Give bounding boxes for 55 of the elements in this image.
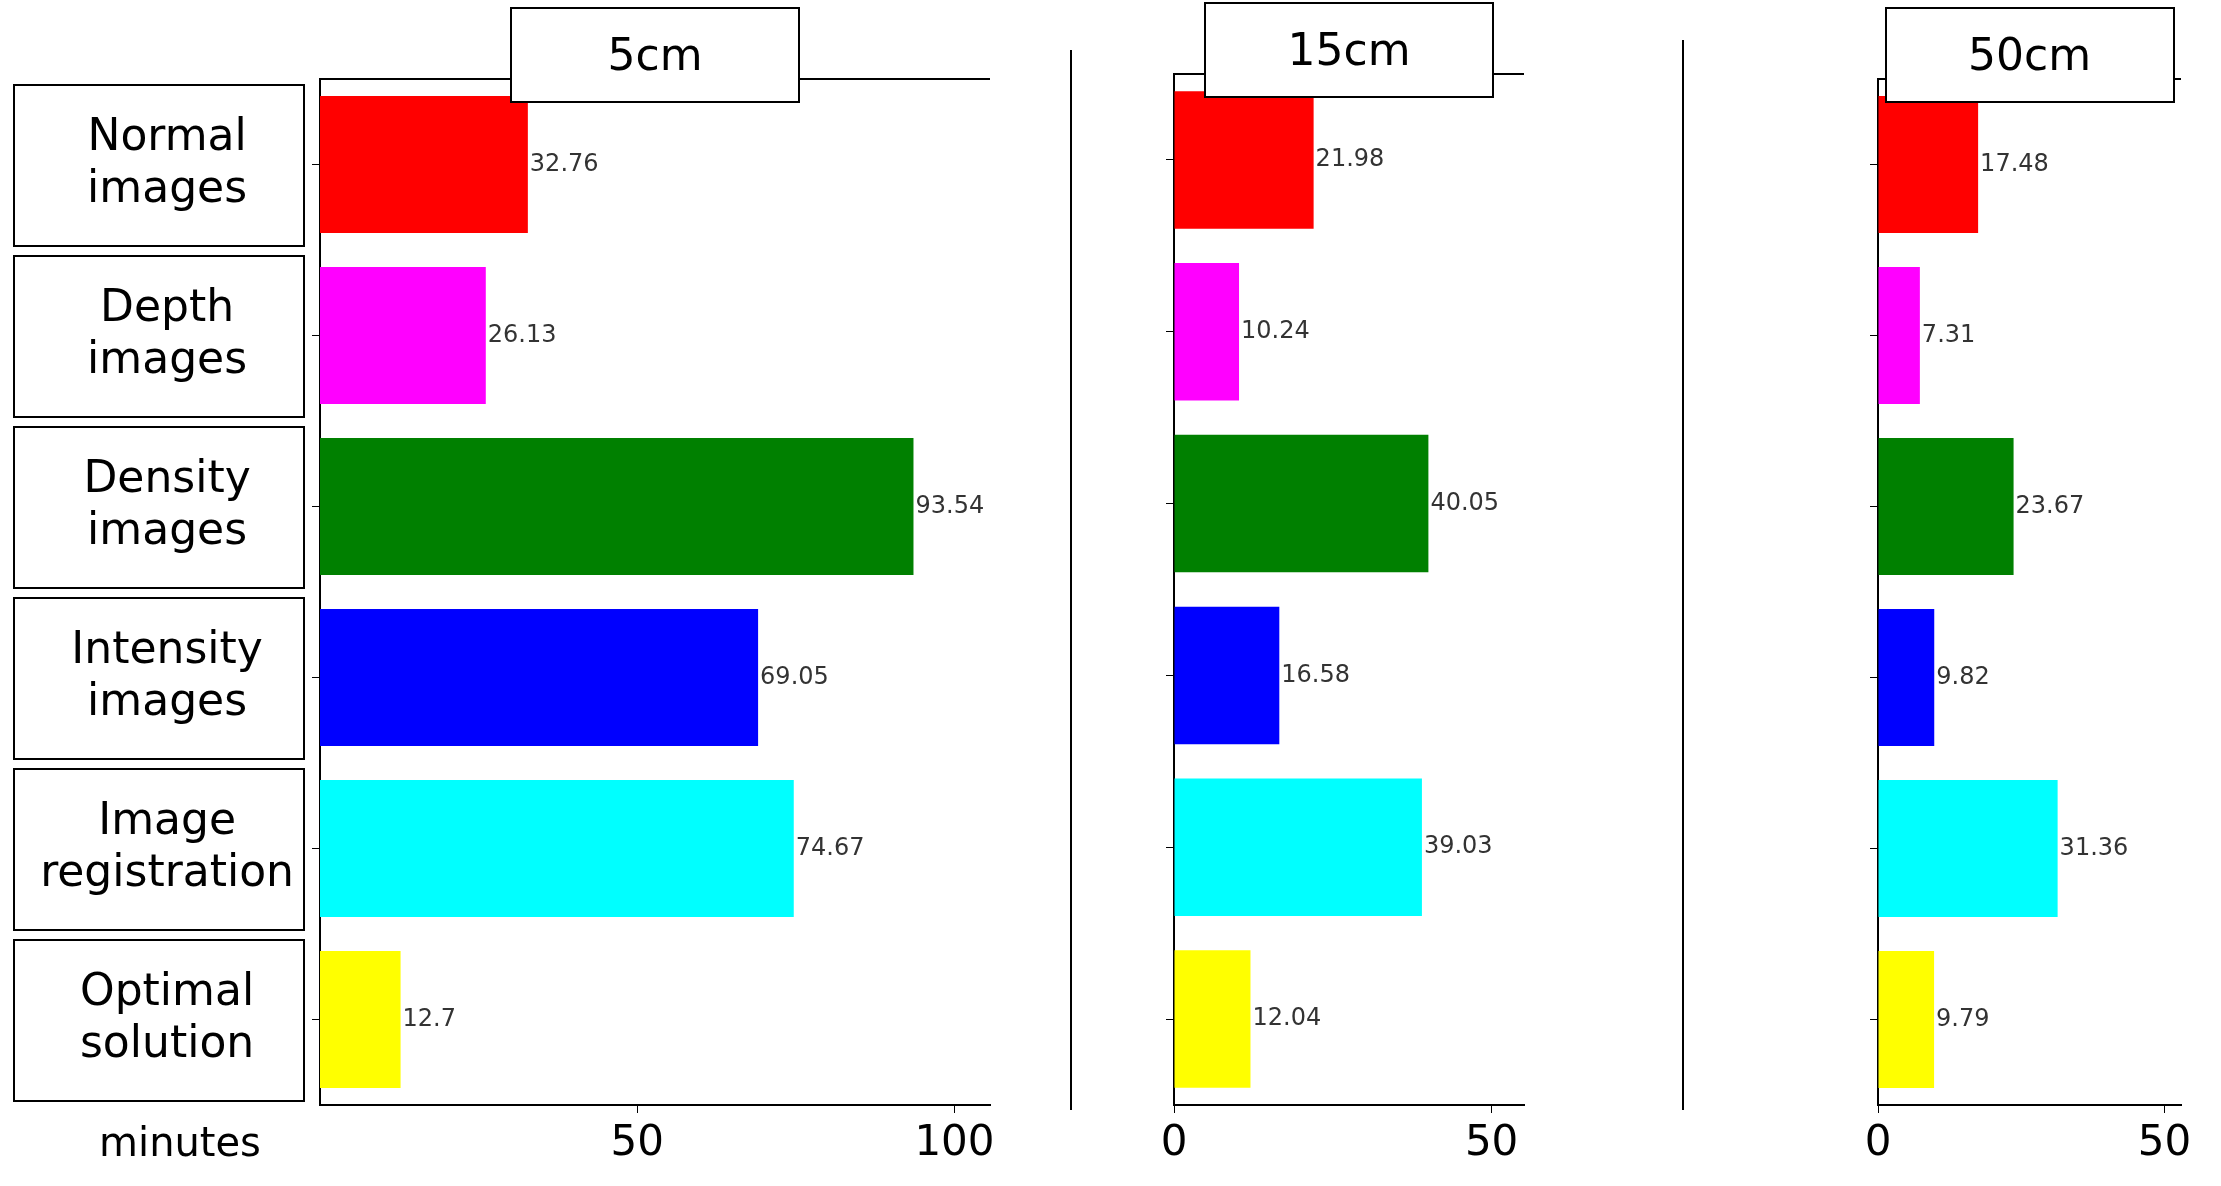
- data-label: 16.58: [1281, 659, 1351, 688]
- y-tick-label: Intensity images: [71, 621, 263, 726]
- bar: [320, 96, 528, 233]
- x-axis-title: minutes: [99, 1119, 261, 1166]
- data-label: 9.82: [1936, 661, 1990, 690]
- chart-title: 15cm: [1287, 24, 1411, 75]
- bar: [1174, 91, 1314, 229]
- data-label: 39.03: [1423, 831, 1493, 860]
- data-label: 26.13: [487, 319, 557, 348]
- data-label: 69.05: [760, 661, 829, 690]
- data-label: 32.76: [529, 148, 599, 177]
- title-box: 50cm: [1884, 7, 2175, 103]
- bar: [320, 780, 794, 917]
- y-tick-label: Depth images: [87, 279, 248, 384]
- data-label: 23.67: [2015, 490, 2085, 519]
- data-label: 40.05: [1430, 487, 1500, 516]
- x-tick-label: 50: [2137, 1116, 2192, 1166]
- data-label: 7.31: [1921, 319, 1976, 348]
- bar: [1174, 606, 1280, 745]
- bar: [320, 951, 401, 1088]
- bar: [1878, 438, 2014, 575]
- data-label: 74.67: [795, 832, 865, 861]
- x-tick-label: 100: [914, 1116, 995, 1166]
- bar: [1174, 778, 1422, 916]
- y-tick-label: Optimal solution: [79, 963, 255, 1068]
- bar: [1174, 263, 1240, 401]
- x-tick-label: 50: [1464, 1116, 1519, 1166]
- data-label: 93.54: [915, 490, 985, 519]
- data-label: 17.48: [1980, 148, 2049, 177]
- bar: [1878, 96, 1979, 233]
- x-tick-label: 0: [1864, 1116, 1892, 1166]
- title-box: 15cm: [1204, 2, 1494, 98]
- x-tick-label: 0: [1160, 1116, 1188, 1166]
- bar: [320, 267, 486, 404]
- y-tick-label: Normal images: [87, 108, 248, 213]
- chart-title: 50cm: [1967, 29, 2092, 80]
- bar: [1174, 950, 1251, 1088]
- bar: [1174, 434, 1429, 573]
- bar: [1878, 267, 1920, 404]
- data-label: 21.98: [1315, 144, 1385, 173]
- bar: [1878, 609, 1935, 746]
- bar: [320, 438, 914, 575]
- data-label: 10.24: [1241, 315, 1310, 344]
- data-label: 9.79: [1936, 1003, 1990, 1032]
- y-tick-label: Density images: [83, 450, 251, 555]
- bar: [1878, 951, 1935, 1088]
- title-box: 5cm: [510, 7, 800, 103]
- bar: [320, 609, 759, 746]
- chart-title: 5cm: [607, 29, 703, 80]
- x-tick-label: 50: [610, 1116, 664, 1166]
- data-label: 31.36: [2059, 832, 2129, 861]
- y-tick-label: Image registration: [40, 792, 294, 897]
- data-label: 12.7: [402, 1003, 457, 1032]
- bar: [1878, 780, 2058, 917]
- data-label: 12.04: [1252, 1003, 1322, 1032]
